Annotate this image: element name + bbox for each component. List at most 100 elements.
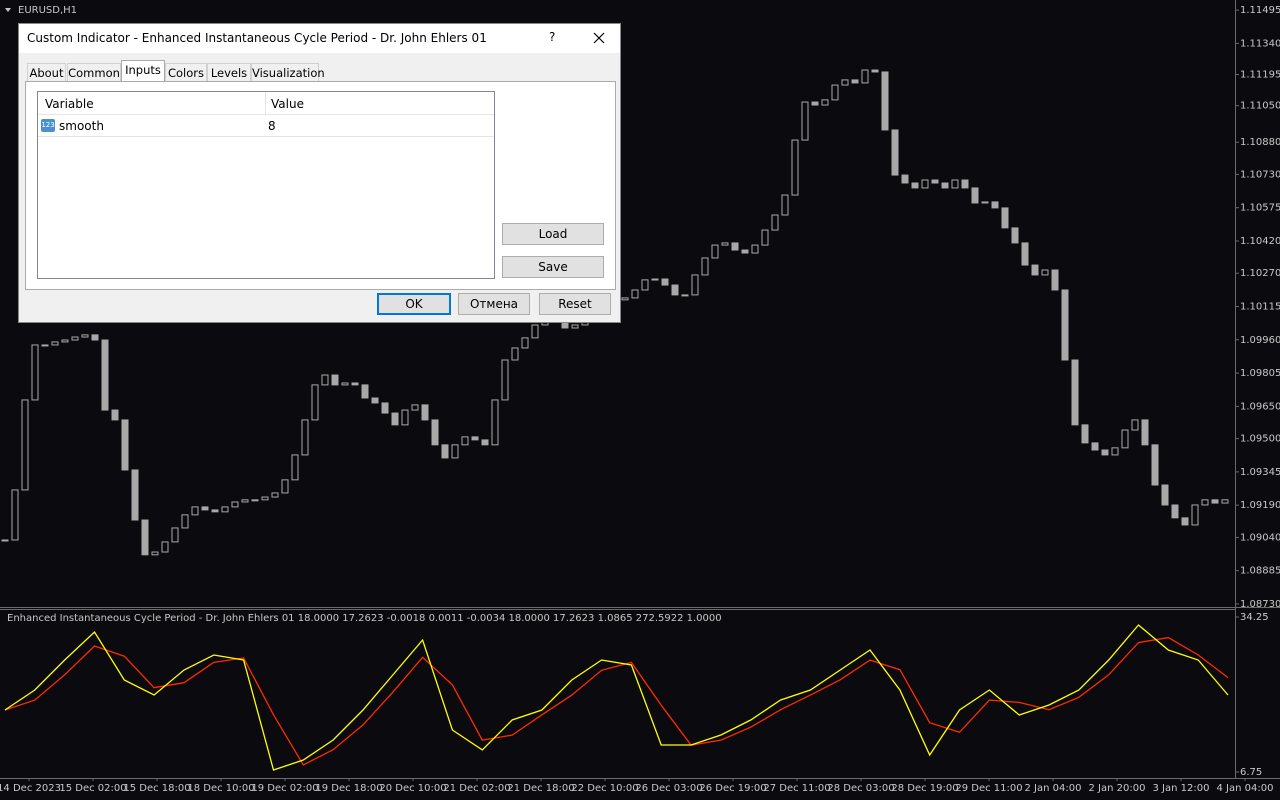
x-tick-label: 20 Dec 10:00 (379, 783, 446, 794)
candle (1051, 269, 1059, 291)
candle (671, 284, 679, 296)
cancel-button[interactable]: Отмена (458, 293, 530, 315)
y-tick-label: 1.09190 (1240, 500, 1280, 511)
symbol-arrow (5, 8, 11, 12)
y-tick-label: 1.10880 (1240, 137, 1280, 148)
candle (921, 179, 929, 189)
candle (91, 334, 99, 341)
candle (691, 274, 699, 296)
candle (11, 489, 19, 541)
y-tick-label: 1.08730 (1240, 599, 1280, 610)
y-tick-label: 1.09500 (1240, 434, 1280, 445)
x-tick-label: 2 Jan 20:00 (1089, 783, 1146, 794)
close-button[interactable] (593, 32, 605, 44)
candle (1211, 499, 1219, 504)
ok-button[interactable]: OK (377, 293, 451, 315)
table-row[interactable] (38, 115, 494, 137)
candle (1031, 264, 1039, 276)
candle (761, 229, 769, 246)
save-button[interactable]: Save (502, 256, 604, 278)
candle (331, 374, 339, 386)
load-button[interactable]: Load (502, 223, 604, 245)
candle (441, 444, 449, 459)
help-button[interactable]: ? (549, 30, 556, 44)
candle (1071, 359, 1079, 426)
candle (1011, 227, 1019, 244)
x-tick-label: 2 Jan 04:00 (1025, 783, 1082, 794)
candle (281, 479, 289, 494)
y-tick-label: 1.11050 (1240, 101, 1280, 112)
candle (941, 182, 949, 189)
y-tick-label: 1.11495 (1240, 5, 1280, 16)
tab-active[interactable]: Inputs (121, 60, 165, 82)
x-tick-label: 15 Dec 18:00 (123, 783, 190, 794)
candle (41, 344, 49, 347)
candle (481, 439, 489, 446)
candle (711, 244, 719, 259)
indicator-header: Enhanced Instantaneous Cycle Period - Dr… (7, 613, 722, 624)
candle (651, 278, 659, 281)
candle (1161, 484, 1169, 506)
candle (1041, 269, 1049, 276)
candle (801, 101, 809, 141)
candle (381, 402, 389, 414)
tab[interactable]: About (27, 63, 66, 82)
x-tick-label: 18 Dec 10:00 (187, 783, 254, 794)
candle (661, 278, 669, 286)
reset-button[interactable]: Reset (539, 293, 611, 315)
candle (211, 509, 219, 513)
x-tick-label: 22 Dec 10:00 (571, 783, 638, 794)
candle (721, 242, 729, 246)
candle (731, 242, 739, 251)
tab-panel: Variable Value 123 smooth 8 Load Save (25, 81, 616, 290)
candle (111, 409, 119, 421)
candle (851, 79, 859, 84)
candle (361, 384, 369, 399)
y-tick-label: 1.09345 (1240, 467, 1280, 478)
y-tick-label: 1.08885 (1240, 566, 1280, 577)
candle (271, 492, 279, 498)
candle (1151, 444, 1159, 486)
x-tick-label: 4 Jan 04:00 (1217, 783, 1274, 794)
candle (1, 539, 9, 542)
candle (861, 69, 869, 84)
indicator-dialog: Custom Indicator - Enhanced Instantaneou… (18, 23, 621, 323)
tab[interactable]: Colors (165, 63, 207, 82)
candle (991, 201, 999, 209)
x-tick-label: 3 Jan 12:00 (1153, 783, 1210, 794)
candle (631, 289, 639, 299)
y-tick-label: 34.25 (1240, 612, 1269, 623)
candle (981, 201, 989, 204)
candle (791, 139, 799, 196)
candle (901, 174, 909, 184)
tab[interactable]: Common (67, 63, 121, 82)
candle (131, 469, 139, 521)
candle (61, 339, 69, 343)
candle (321, 374, 329, 386)
candle (171, 527, 179, 543)
x-tick-label: 29 Dec 11:00 (955, 783, 1022, 794)
input-value[interactable]: 8 (268, 119, 276, 133)
candle (1061, 289, 1069, 361)
x-tick-label: 28 Dec 19:00 (891, 783, 958, 794)
candle (181, 514, 189, 529)
tab[interactable]: Visualization (251, 63, 325, 82)
candle (421, 404, 429, 421)
x-tick-label: 15 Dec 02:00 (59, 783, 126, 794)
candle (841, 79, 849, 86)
x-tick-label: 26 Dec 19:00 (699, 783, 766, 794)
x-tick-label: 19 Dec 02:00 (251, 783, 318, 794)
candle (351, 382, 359, 386)
candle (751, 244, 759, 254)
candle (931, 179, 939, 184)
candle (161, 541, 169, 553)
x-tick-label: 21 Dec 02:00 (443, 783, 510, 794)
candle (51, 341, 59, 346)
tab[interactable]: Levels (207, 63, 251, 82)
candle (501, 359, 509, 401)
candle (311, 384, 319, 421)
candle (201, 506, 209, 511)
x-tick-label: 19 Dec 18:00 (315, 783, 382, 794)
candle (31, 344, 39, 401)
